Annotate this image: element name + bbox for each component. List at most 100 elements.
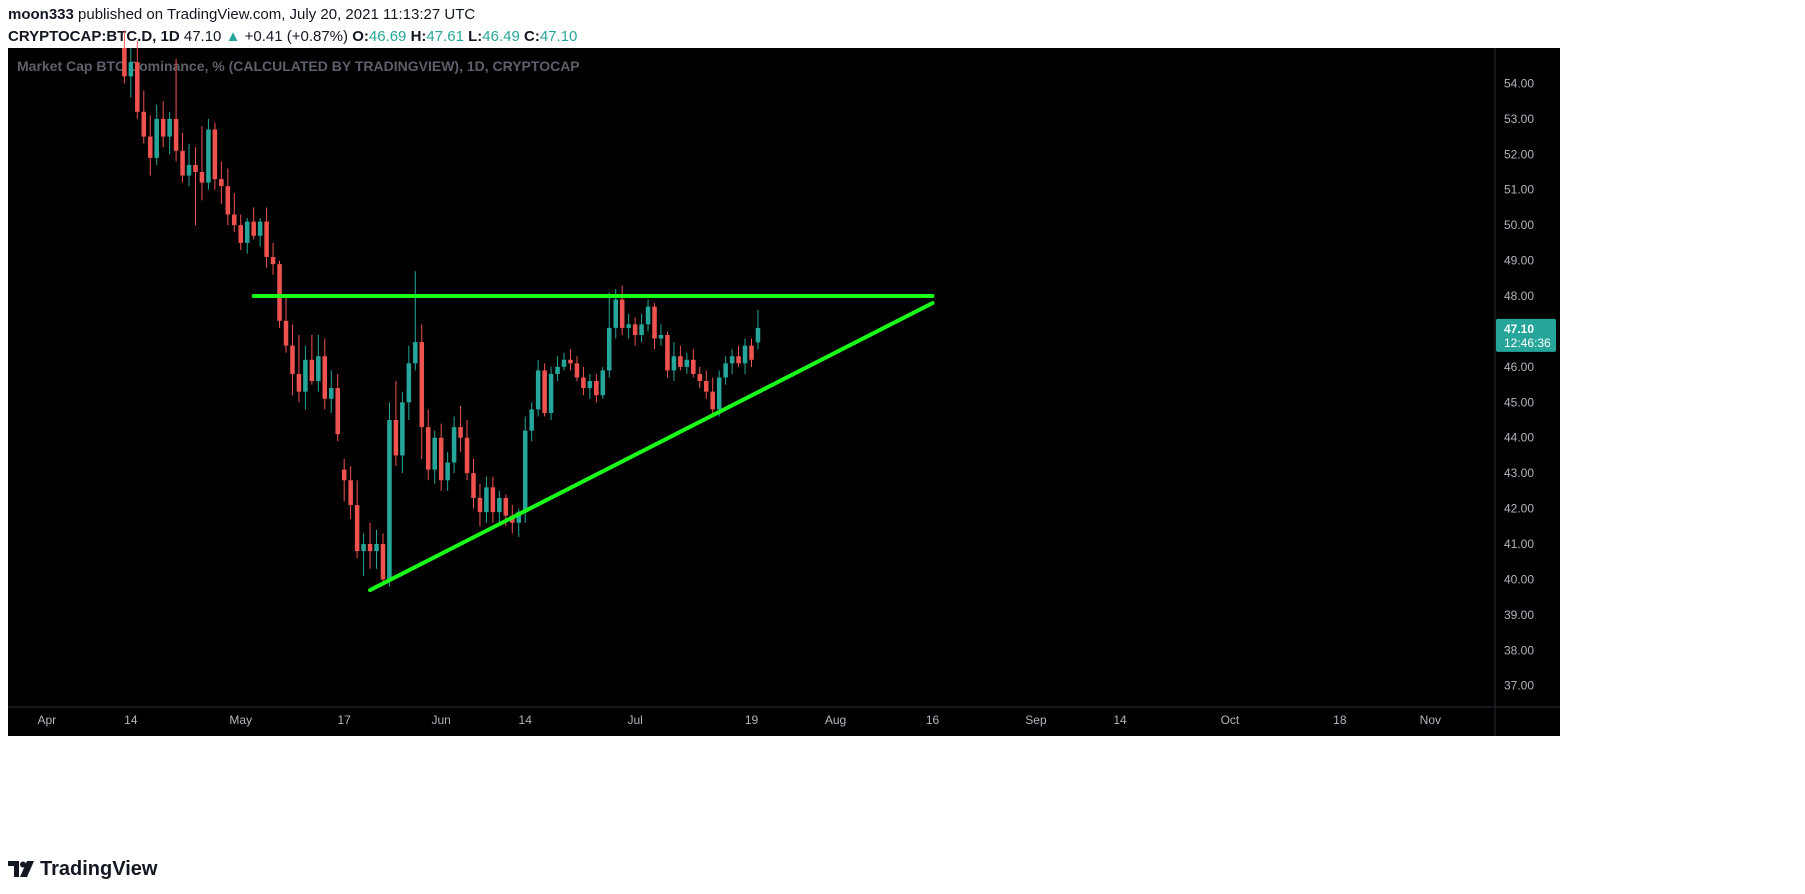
candle-body [206,129,211,183]
last-price-value: 47.10 [1504,322,1534,336]
symbol-bar: CRYPTOCAP:BTC.D, 1D 47.10 ▲ +0.41 (+0.87… [8,28,577,45]
candle-body [497,497,502,513]
candle-body [367,544,373,552]
y-tick-label: 51.00 [1504,183,1534,197]
candle-body [652,306,657,339]
candle-body [703,381,709,392]
candle-body [309,359,315,382]
candle-body [665,334,670,371]
candle-body [406,363,412,403]
candle-body [413,342,418,364]
candle-body [180,150,185,176]
x-tick-label: 14 [1113,713,1127,727]
candle-body [736,356,741,364]
candle-body [697,373,703,382]
candle-body [419,342,425,428]
y-tick-label: 43.00 [1504,466,1534,480]
high-label: H: [410,28,427,45]
candle-body [374,544,379,552]
y-tick-label: 38.00 [1504,643,1534,657]
candle-body [626,324,631,328]
candle-body [613,299,618,328]
candle-body [458,427,463,438]
tradingview-footer: TradingView [8,858,157,881]
y-tick-label: 50.00 [1504,218,1534,232]
x-tick-label: 16 [926,713,940,727]
candle-body [361,544,366,552]
publish-date: published on TradingView.com, July 20, 2… [78,6,476,23]
candle-body [671,356,677,371]
candle-body [710,391,715,410]
y-tick-label: 42.00 [1504,502,1534,516]
chart-background [8,48,1560,736]
candle-body [393,420,399,456]
y-tick-label: 48.00 [1504,289,1534,303]
y-tick-label: 45.00 [1504,395,1534,409]
candle-body [535,370,541,410]
x-tick-label: Jul [627,713,642,727]
y-tick-label: 39.00 [1504,608,1534,622]
candle-body [471,473,476,498]
bar-countdown: 12:46:36 [1504,336,1551,350]
rising-support-line [368,301,935,593]
candle-body [232,214,237,226]
candle-body [639,324,644,335]
candle-body [568,359,573,364]
candle-body [658,334,664,339]
candle-body [296,373,302,392]
candle-body [451,427,457,463]
candle-body [341,469,347,481]
candle-body [212,129,218,180]
candle-body [122,48,127,77]
candle-body [316,356,321,382]
candle-body [225,186,231,215]
price-change: +0.41 (+0.87%) [244,28,349,45]
low-value: 46.49 [482,28,520,45]
candle-body [257,221,263,236]
candle-body [723,363,728,378]
candle-body [277,264,282,321]
candle-body [445,462,450,481]
candle-body [619,299,625,328]
tradingview-logo-icon [8,860,34,877]
candle-body [542,370,547,413]
open-label: O: [352,28,369,45]
x-tick-label: 14 [519,713,533,727]
x-tick-label: May [229,713,252,727]
open-value: 46.69 [368,28,407,45]
candle-body [270,257,276,265]
author-name: moon333 [8,6,74,23]
candle-body [380,544,386,580]
candle-body [477,497,483,513]
close-label: C: [524,28,540,45]
tradingview-brand: TradingView [40,858,158,880]
last-price: 47.10 [183,28,222,45]
candle-body [147,136,153,158]
candle-body [529,409,534,431]
symbol-name: CRYPTOCAP:BTC.D, 1D [8,28,180,45]
y-tick-label: 53.00 [1504,112,1534,126]
candle-body [490,487,496,513]
candle-body [303,359,308,392]
y-tick-label: 49.00 [1504,254,1534,268]
candle-body [335,388,340,435]
x-tick-label: Nov [1420,713,1441,727]
candle-body [400,402,405,456]
y-tick-label: 40.00 [1504,572,1534,586]
candle-body [193,164,198,173]
candle-body [199,172,205,183]
up-arrow-icon: ▲ [225,28,241,45]
candle-body [238,225,244,243]
candle-body [141,111,147,137]
candle-body [322,356,328,399]
x-tick-label: Oct [1221,713,1240,727]
candle-body [328,388,334,399]
candle-body [555,366,560,374]
y-tick-label: 54.00 [1504,76,1534,90]
candle-body [173,118,179,151]
candle-body [425,427,431,470]
candle-body [348,480,353,506]
candle-body [716,377,722,410]
last-price-badge [1496,318,1556,352]
